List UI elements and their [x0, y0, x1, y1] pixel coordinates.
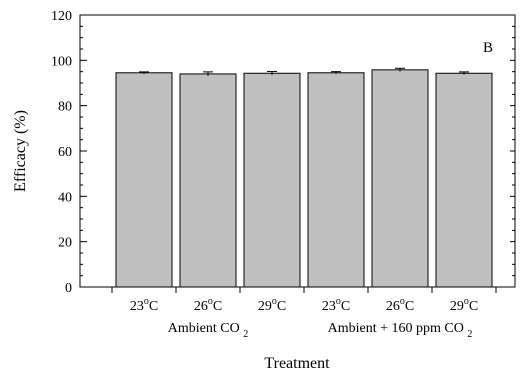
y-tick-label: 80	[58, 100, 72, 115]
x-axis: 23oC 26oC 29oC 23oC 26oC 29oC	[111, 287, 497, 314]
x-axis-title: Treatment	[264, 355, 330, 372]
bar	[243, 72, 301, 288]
bar	[115, 72, 173, 288]
y-tick-label: 100	[51, 54, 72, 69]
bar	[371, 69, 429, 288]
x-tick-label: 26oC	[194, 296, 222, 314]
x-tick-label: 23oC	[130, 296, 158, 314]
group-label: Ambient + 160 ppm CO 2	[328, 321, 473, 340]
x-tick-label: 26oC	[386, 296, 414, 314]
y-tick-label: 40	[58, 190, 72, 205]
x-tick-label: 29oC	[450, 296, 478, 314]
group-label: Ambient CO 2	[168, 321, 248, 340]
panel-label: B	[483, 40, 493, 56]
x-tick-label: 23oC	[322, 296, 350, 314]
y-tick-label: 0	[65, 281, 72, 296]
right-axis-ticks	[510, 14, 515, 288]
bar-series	[115, 67, 493, 288]
y-axis-title: Efficacy (%)	[12, 110, 29, 192]
x-tick-label: 29oC	[258, 296, 286, 314]
bar	[435, 72, 493, 288]
bar	[307, 72, 365, 288]
y-tick-label: 60	[58, 145, 72, 160]
y-axis: 0 20 40 60 80 100 120	[51, 9, 87, 296]
y-tick-label: 20	[58, 236, 72, 251]
group-labels: Ambient CO 2 Ambient + 160 ppm CO 2	[168, 321, 473, 340]
y-tick-label: 120	[51, 9, 72, 24]
bar	[179, 73, 237, 288]
